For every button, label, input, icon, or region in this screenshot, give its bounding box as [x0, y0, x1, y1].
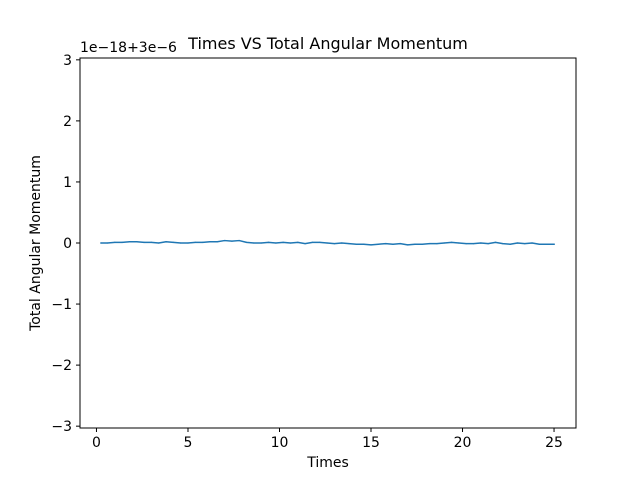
data-point: [165, 241, 167, 243]
data-point: [121, 241, 123, 243]
data-point: [341, 242, 343, 244]
x-tick-label: 5: [184, 435, 193, 451]
data-point: [531, 242, 533, 244]
data-point: [187, 242, 189, 244]
data-point: [509, 243, 511, 245]
data-point: [348, 243, 350, 245]
data-point: [443, 242, 445, 244]
x-axis-ticks: 0 5 10 15 20 25: [92, 428, 563, 451]
data-point: [538, 243, 540, 245]
data-point: [516, 242, 519, 244]
y-tick-label: 1: [63, 175, 72, 191]
data-point: [253, 242, 255, 244]
data-point: [546, 243, 548, 245]
data-point: [502, 243, 504, 245]
data-point: [458, 242, 460, 244]
data-point: [245, 241, 248, 243]
y-tick-label: −1: [51, 297, 72, 313]
y-tick-label: 0: [63, 236, 72, 252]
data-point: [128, 241, 131, 243]
x-tick-label: 20: [454, 435, 472, 451]
data-point: [399, 243, 401, 245]
data-point: [450, 241, 453, 243]
data-point: [370, 244, 372, 246]
data-point: [267, 241, 270, 243]
data-point: [114, 241, 116, 243]
data-point: [202, 241, 204, 243]
data-point: [421, 243, 423, 245]
data-point: [436, 243, 438, 245]
data-point: [223, 239, 226, 242]
y-tick-label: −3: [51, 419, 72, 435]
data-point: [106, 242, 109, 244]
data-point: [136, 241, 138, 243]
data-point: [158, 242, 160, 244]
y-tick-label: 3: [63, 53, 72, 69]
data-point: [172, 241, 174, 243]
y-tick-label: 2: [63, 114, 72, 130]
data-point: [194, 241, 196, 243]
data-point: [355, 243, 357, 245]
data-point: [216, 241, 218, 243]
data-point: [143, 241, 145, 243]
data-point: [304, 243, 306, 245]
data-point: [275, 242, 277, 244]
data-point: [407, 244, 409, 246]
data-point: [150, 241, 152, 243]
data-point: [377, 243, 379, 245]
data-point: [392, 243, 394, 245]
data-point: [231, 240, 233, 242]
data-point: [180, 242, 182, 244]
data-point: [282, 241, 284, 243]
x-tick-label: 25: [545, 435, 563, 451]
data-point: [238, 239, 240, 242]
data-point: [363, 243, 365, 245]
y-axis-offset-label: 1e−18+3e−6: [80, 40, 177, 56]
data-point: [209, 241, 211, 243]
data-point: [553, 243, 555, 245]
data-point: [465, 243, 467, 245]
data-point: [289, 242, 292, 244]
data-point: [333, 243, 336, 245]
y-tick-label: −2: [51, 358, 72, 374]
data-point: [487, 243, 489, 245]
data-point: [311, 241, 314, 243]
data-point: [385, 243, 387, 245]
x-tick-label: 0: [92, 435, 101, 451]
data-point: [319, 241, 321, 243]
data-point: [100, 242, 102, 244]
data-point: [480, 242, 482, 244]
data-point: [297, 241, 299, 243]
data-point: [414, 243, 416, 245]
data-point: [472, 243, 475, 245]
series-points: [100, 239, 555, 246]
y-axis-ticks: −3 −2 −1 0 1 2 3: [51, 53, 80, 435]
data-point: [326, 242, 328, 244]
data-point: [494, 241, 497, 243]
data-point: [260, 242, 262, 244]
data-point: [428, 243, 431, 245]
chart-title: Times VS Total Angular Momentum: [187, 34, 468, 53]
x-tick-label: 10: [271, 435, 289, 451]
x-tick-label: 15: [362, 435, 380, 451]
y-axis-label: Total Angular Momentum: [28, 155, 44, 332]
x-axis-label: Times: [306, 455, 349, 471]
data-point: [524, 243, 526, 245]
